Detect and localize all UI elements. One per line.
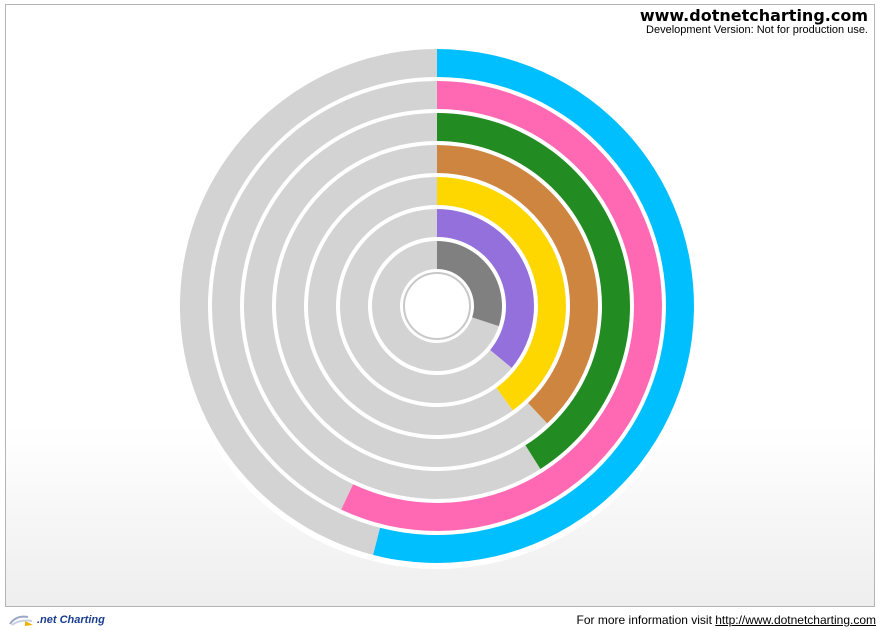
brand-subtitle: Development Version: Not for production …	[646, 24, 868, 36]
footer-info: For more information visit http://www.do…	[577, 613, 876, 627]
ring-track-2	[340, 209, 512, 403]
ring-bar-2[interactable]	[437, 209, 535, 368]
chart-center-hole	[403, 272, 471, 340]
ring-bar-5[interactable]	[437, 112, 631, 469]
radial-bar-chart	[179, 49, 694, 563]
footer-logo[interactable]: .net Charting	[8, 612, 105, 628]
footer: .net Charting For more information visit…	[0, 610, 880, 630]
ring-bar-1[interactable]	[437, 241, 503, 327]
footer-link[interactable]: http://www.dotnetcharting.com	[715, 613, 876, 627]
ring-track-1	[372, 241, 499, 371]
brand-title[interactable]: www.dotnetcharting.com	[639, 6, 868, 25]
ring-bar-3[interactable]	[437, 177, 566, 411]
dotnetcharting-logo-icon	[9, 615, 33, 626]
footer-info-text: For more information visit	[576, 613, 716, 627]
ring-track-5	[244, 113, 541, 499]
ring-bar-4[interactable]	[437, 145, 598, 424]
ring-track-7	[179, 49, 437, 555]
ring-track-6	[211, 81, 437, 510]
ring-track-4	[275, 145, 548, 467]
ring-track-3	[307, 177, 513, 435]
footer-logo-text: .net Charting	[37, 614, 105, 626]
